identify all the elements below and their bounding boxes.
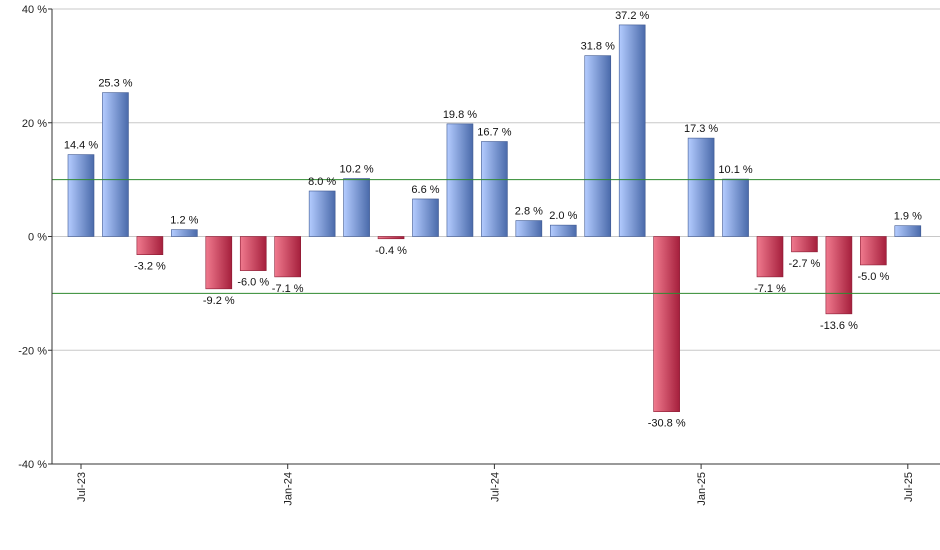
data-label: 6.6 %: [411, 184, 439, 196]
x-tick-label: Jan-25: [696, 472, 708, 506]
data-label: 1.2 %: [170, 215, 198, 227]
x-tick-label: Jul-23: [76, 472, 88, 502]
bar: [653, 236, 680, 412]
data-label: 10.1 %: [718, 164, 752, 176]
data-label: 31.8 %: [581, 41, 615, 53]
data-label: 17.3 %: [684, 123, 718, 135]
bar: [618, 24, 646, 237]
bar: [894, 225, 922, 237]
data-label: 16.7 %: [477, 127, 511, 139]
bar: [67, 154, 95, 237]
bar: [274, 236, 302, 278]
data-label: -2.7 %: [789, 258, 821, 270]
data-label: 14.4 %: [64, 140, 98, 152]
bars: [67, 24, 922, 412]
y-tick-label: 40 %: [22, 4, 47, 16]
bar: [412, 198, 439, 237]
bar: [481, 141, 508, 237]
reference-lines: [52, 179, 940, 294]
axes: -40 % -20 % 0 % 20 % 40 % Jul-23 Jan-24 Jul-24 J…: [18, 4, 940, 506]
bar: [205, 236, 233, 290]
data-label: -0.4 %: [375, 245, 407, 257]
bar: [446, 123, 474, 237]
data-label: -9.2 %: [203, 295, 235, 307]
data-label: -7.1 %: [754, 283, 786, 295]
bar: [343, 178, 370, 237]
data-label: 10.2 %: [339, 163, 373, 175]
data-label: -5.0 %: [857, 271, 889, 283]
data-label: -7.1 %: [272, 283, 304, 295]
data-label: -13.6 %: [820, 320, 858, 332]
data-label: 2.8 %: [515, 206, 543, 218]
bar: [722, 178, 749, 237]
data-label: 2.0 %: [549, 210, 577, 222]
y-tick-label: 20 %: [22, 118, 47, 130]
bar: [791, 236, 818, 253]
data-label: 8.0 %: [308, 176, 336, 188]
data-label: -6.0 %: [237, 277, 269, 289]
bar: [549, 224, 577, 237]
y-tick-label: -40 %: [18, 459, 47, 471]
bar: [171, 229, 198, 237]
bar: [687, 137, 715, 237]
bar: [102, 92, 129, 237]
y-tick-label: 0 %: [28, 232, 47, 244]
data-label: 1.9 %: [894, 211, 922, 223]
data-label: 25.3 %: [98, 78, 132, 90]
x-tick-label: Jan-24: [283, 472, 295, 506]
bar: [584, 55, 612, 237]
bar: [377, 236, 405, 240]
data-label: 37.2 %: [615, 10, 649, 22]
bar: [860, 236, 887, 266]
data-label: 19.8 %: [443, 109, 477, 121]
bar: [756, 236, 784, 278]
bar: [515, 220, 543, 237]
data-label: -30.8 %: [648, 418, 686, 430]
y-tick-label: -20 %: [18, 345, 47, 357]
x-tick-label: Jul-25: [903, 472, 915, 502]
data-labels: 14.4 %25.3 %-3.2 %1.2 %-9.2 %-6.0 %-7.1 …: [64, 10, 922, 430]
bar: [136, 236, 164, 256]
x-tick-label: Jul-24: [489, 472, 501, 502]
bar: [239, 236, 267, 271]
data-label: -3.2 %: [134, 261, 166, 273]
bar: [825, 236, 853, 315]
bar: [308, 190, 336, 237]
